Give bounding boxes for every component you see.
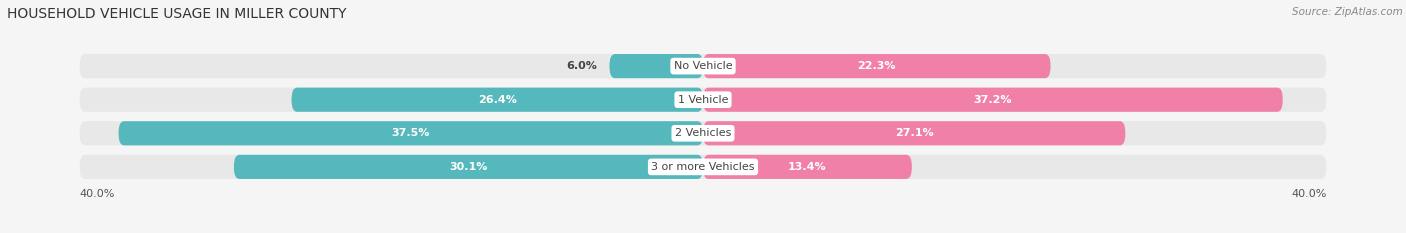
Text: 40.0%: 40.0%	[1291, 189, 1326, 199]
FancyBboxPatch shape	[291, 88, 703, 112]
FancyBboxPatch shape	[118, 121, 703, 145]
Text: 37.5%: 37.5%	[392, 128, 430, 138]
Text: 22.3%: 22.3%	[858, 61, 896, 71]
FancyBboxPatch shape	[703, 88, 1282, 112]
Text: 6.0%: 6.0%	[567, 61, 598, 71]
FancyBboxPatch shape	[80, 155, 1326, 179]
FancyBboxPatch shape	[80, 54, 1326, 78]
Text: 37.2%: 37.2%	[973, 95, 1012, 105]
Text: Source: ZipAtlas.com: Source: ZipAtlas.com	[1292, 7, 1403, 17]
Text: 3 or more Vehicles: 3 or more Vehicles	[651, 162, 755, 172]
Text: 27.1%: 27.1%	[894, 128, 934, 138]
FancyBboxPatch shape	[80, 88, 1326, 112]
FancyBboxPatch shape	[80, 121, 1326, 145]
Text: 40.0%: 40.0%	[80, 189, 115, 199]
Text: 2 Vehicles: 2 Vehicles	[675, 128, 731, 138]
FancyBboxPatch shape	[703, 121, 1125, 145]
Text: 26.4%: 26.4%	[478, 95, 517, 105]
FancyBboxPatch shape	[609, 54, 703, 78]
FancyBboxPatch shape	[233, 155, 703, 179]
FancyBboxPatch shape	[703, 54, 1050, 78]
Text: 13.4%: 13.4%	[789, 162, 827, 172]
Text: No Vehicle: No Vehicle	[673, 61, 733, 71]
Text: 1 Vehicle: 1 Vehicle	[678, 95, 728, 105]
Text: HOUSEHOLD VEHICLE USAGE IN MILLER COUNTY: HOUSEHOLD VEHICLE USAGE IN MILLER COUNTY	[7, 7, 346, 21]
FancyBboxPatch shape	[703, 155, 912, 179]
Text: 30.1%: 30.1%	[450, 162, 488, 172]
